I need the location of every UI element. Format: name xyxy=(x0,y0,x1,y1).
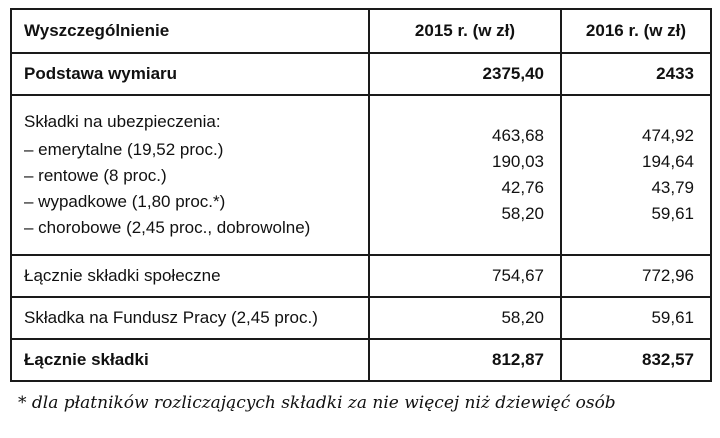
value-line: 43,79 xyxy=(651,178,694,197)
table-row-lacznie-skladki-spoleczne: Łącznie składki społeczne 754,67 772,96 xyxy=(10,254,712,298)
column-header-2015: 2015 r. (w zł) xyxy=(368,8,562,54)
values-2015: 463,68 190,03 42,76 58,20 xyxy=(368,94,562,256)
column-header-specification: Wyszczególnienie xyxy=(10,8,370,54)
value-2016: 59,61 xyxy=(560,296,712,340)
value-line: 59,61 xyxy=(651,204,694,223)
label-line: – emerytalne (19,52 proc.) xyxy=(24,140,224,159)
value-2015: 58,20 xyxy=(368,296,562,340)
value-2016: 772,96 xyxy=(560,254,712,298)
label-line: Składki na ubezpieczenia: xyxy=(24,112,221,131)
row-label: Podstawa wymiaru xyxy=(10,52,370,96)
row-label: Składka na Fundusz Pracy (2,45 proc.) xyxy=(10,296,370,340)
value-2016: 832,57 xyxy=(560,338,712,382)
table-row-skladki-na-ubezpieczenia: Składki na ubezpieczenia: – emerytalne (… xyxy=(10,94,712,256)
label-lines: Składki na ubezpieczenia: – emerytalne (… xyxy=(24,109,356,241)
value-line: 190,03 xyxy=(492,152,544,171)
value-2015: 812,87 xyxy=(368,338,562,382)
value-2015: 2375,40 xyxy=(368,52,562,96)
label-line: – chorobowe (2,45 proc., dobrowolne) xyxy=(24,218,311,237)
value-line: 194,64 xyxy=(642,152,694,171)
footnote: * dla płatników rozliczających składki z… xyxy=(18,393,616,413)
value-2015: 754,67 xyxy=(368,254,562,298)
label-line: – rentowe (8 proc.) xyxy=(24,166,167,185)
row-label: Łącznie składki xyxy=(10,338,370,382)
value-line: 463,68 xyxy=(492,126,544,145)
value-2016: 2433 xyxy=(560,52,712,96)
label-line: – wypadkowe (1,80 proc.*) xyxy=(24,192,226,211)
values-2016: 474,92 194,64 43,79 59,61 xyxy=(560,94,712,256)
table-row-fundusz-pracy: Składka na Fundusz Pracy (2,45 proc.) 58… xyxy=(10,296,712,340)
table-row-podstawa-wymiaru: Podstawa wymiaru 2375,40 2433 xyxy=(10,52,712,96)
value-line: 42,76 xyxy=(501,178,544,197)
table-header-row: Wyszczególnienie 2015 r. (w zł) 2016 r. … xyxy=(10,8,712,54)
value-line: 58,20 xyxy=(501,204,544,223)
value-line: 474,92 xyxy=(642,126,694,145)
contributions-table: Wyszczególnienie 2015 r. (w zł) 2016 r. … xyxy=(10,8,712,382)
value-lines: 463,68 190,03 42,76 58,20 xyxy=(382,123,544,227)
row-label: Składki na ubezpieczenia: – emerytalne (… xyxy=(10,94,370,256)
table-row-lacznie-skladki: Łącznie składki 812,87 832,57 xyxy=(10,338,712,382)
column-header-2016: 2016 r. (w zł) xyxy=(560,8,712,54)
row-label: Łącznie składki społeczne xyxy=(10,254,370,298)
value-lines: 474,92 194,64 43,79 59,61 xyxy=(574,123,694,227)
